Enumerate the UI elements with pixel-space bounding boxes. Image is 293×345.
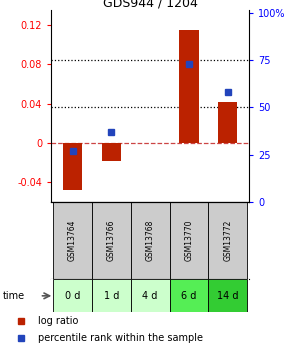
Text: GSM13770: GSM13770 bbox=[184, 220, 193, 262]
Bar bbox=[208, 279, 247, 312]
Bar bbox=[208, 202, 247, 279]
Bar bbox=[53, 202, 92, 279]
Text: GSM13768: GSM13768 bbox=[146, 220, 155, 261]
Title: GDS944 / 1204: GDS944 / 1204 bbox=[103, 0, 197, 9]
Text: 6 d: 6 d bbox=[181, 291, 197, 301]
Bar bbox=[63, 143, 82, 190]
Bar bbox=[179, 30, 199, 143]
Text: 4 d: 4 d bbox=[142, 291, 158, 301]
Bar bbox=[53, 279, 92, 312]
Bar bbox=[170, 279, 208, 312]
Bar bbox=[92, 279, 131, 312]
Bar bbox=[131, 202, 170, 279]
Text: time: time bbox=[3, 291, 25, 301]
Text: log ratio: log ratio bbox=[38, 316, 79, 326]
Text: percentile rank within the sample: percentile rank within the sample bbox=[38, 333, 203, 343]
Bar bbox=[131, 279, 170, 312]
Text: 0 d: 0 d bbox=[65, 291, 80, 301]
Bar bbox=[218, 102, 237, 143]
Text: 14 d: 14 d bbox=[217, 291, 239, 301]
Text: 1 d: 1 d bbox=[104, 291, 119, 301]
Bar bbox=[92, 202, 131, 279]
Bar bbox=[170, 202, 208, 279]
Bar bbox=[102, 143, 121, 160]
Text: GSM13764: GSM13764 bbox=[68, 220, 77, 262]
Text: GSM13766: GSM13766 bbox=[107, 220, 116, 262]
Text: GSM13772: GSM13772 bbox=[223, 220, 232, 261]
